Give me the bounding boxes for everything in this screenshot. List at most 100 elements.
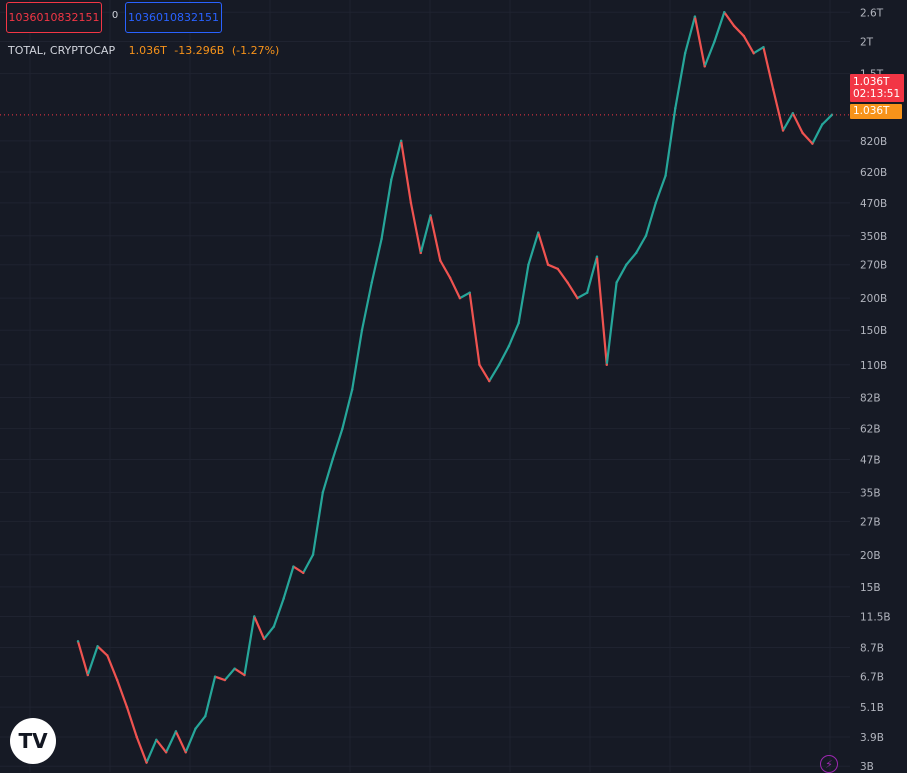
price-segment xyxy=(76,640,89,677)
price-point xyxy=(507,344,511,348)
price-segment xyxy=(419,214,432,255)
price-point xyxy=(723,11,726,14)
price-segment xyxy=(586,255,599,294)
price-segment xyxy=(478,363,491,383)
price-point xyxy=(409,201,413,205)
price-point xyxy=(380,237,383,241)
price-series xyxy=(76,11,834,764)
price-segment xyxy=(488,363,501,383)
price-segment xyxy=(497,345,510,366)
tag-price: 1.036T xyxy=(853,76,890,88)
price-point xyxy=(155,738,158,742)
price-segment xyxy=(468,291,481,366)
price-segment xyxy=(380,178,393,241)
price-point xyxy=(253,615,256,618)
sell-button[interactable]: 1036010832151 xyxy=(6,2,102,33)
price-segment xyxy=(390,139,403,181)
spread-value: 0 xyxy=(111,10,119,21)
price-tick-label: 62B xyxy=(860,424,881,436)
lightning-icon[interactable]: ⚡ xyxy=(820,755,838,773)
change-value: -13.296B xyxy=(174,44,225,57)
price-segment xyxy=(527,231,540,266)
price-tick-label: 3.9B xyxy=(860,732,884,744)
price-segment xyxy=(625,251,638,266)
price-tick-label: 27B xyxy=(860,516,881,528)
price-segment xyxy=(752,46,765,55)
price-segment xyxy=(106,654,119,682)
price-point xyxy=(811,142,814,145)
price-segment xyxy=(732,24,745,38)
price-point xyxy=(478,363,481,366)
price-tick-label: 270B xyxy=(860,260,887,272)
price-segment xyxy=(742,34,755,55)
price-tick-label: 110B xyxy=(860,360,887,372)
price-tick-label: 11.5B xyxy=(860,611,891,623)
price-point xyxy=(174,730,178,733)
price-segment xyxy=(449,276,461,300)
price-tick-label: 35B xyxy=(860,487,881,499)
price-segment xyxy=(184,727,197,754)
price-segment xyxy=(321,458,334,494)
price-segment xyxy=(556,267,569,284)
buy-button[interactable]: 1036010832151 xyxy=(125,2,222,33)
price-point xyxy=(321,491,325,494)
change-percent: (-1.27%) xyxy=(231,44,280,57)
price-segment xyxy=(713,11,726,43)
price-segment xyxy=(507,321,520,348)
price-point xyxy=(615,281,618,284)
price-segment xyxy=(654,174,667,205)
price-point xyxy=(781,129,785,132)
price-tick-label: 20B xyxy=(860,550,881,562)
price-point xyxy=(664,174,667,177)
price-axis[interactable]: 2.6T2T1.5T820B620B470B350B270B200B150B11… xyxy=(860,7,891,772)
price-point xyxy=(213,675,217,678)
price-segment xyxy=(125,705,138,739)
price-point xyxy=(527,263,530,266)
price-segment xyxy=(429,214,442,262)
price-tick-label: 350B xyxy=(860,231,887,243)
price-tick-label: 8.7B xyxy=(860,643,884,655)
price-segment xyxy=(605,281,618,366)
price-point xyxy=(223,678,227,682)
price-segment xyxy=(341,388,354,430)
grid-lines xyxy=(0,0,850,772)
price-point xyxy=(76,640,80,643)
price-segment xyxy=(693,15,706,68)
price-tick-label: 470B xyxy=(860,198,887,210)
price-point xyxy=(282,597,285,600)
price-tick-label: 82B xyxy=(860,393,881,405)
price-segment xyxy=(116,678,129,709)
price-point xyxy=(625,263,628,266)
price-segment xyxy=(272,597,285,628)
price-point xyxy=(419,251,422,255)
price-segment xyxy=(723,11,736,28)
price-point xyxy=(370,281,373,284)
tradingview-logo[interactable]: TV xyxy=(10,718,56,764)
price-segment xyxy=(409,201,422,255)
price-point xyxy=(683,52,687,55)
price-point xyxy=(546,263,550,266)
price-tick-label: 200B xyxy=(860,293,887,305)
price-point xyxy=(115,678,119,682)
price-point xyxy=(605,363,608,366)
price-segment xyxy=(292,565,305,574)
price-point xyxy=(674,106,677,110)
price-point xyxy=(772,88,775,91)
price-point xyxy=(184,751,187,754)
price-segment xyxy=(155,738,168,754)
price-segment xyxy=(635,234,648,255)
price-countdown-tag: 1.036T 02:13:51 xyxy=(850,74,904,102)
price-point xyxy=(145,761,148,764)
price-segment xyxy=(223,667,236,682)
last-price-tag: 1.036T xyxy=(850,104,902,119)
price-point xyxy=(86,673,89,677)
price-point xyxy=(106,654,109,657)
price-point xyxy=(341,427,344,430)
symbol-name[interactable]: TOTAL, CRYPTOCAP xyxy=(8,44,116,57)
price-tick-label: 3B xyxy=(860,761,874,772)
price-segment xyxy=(194,715,207,730)
price-segment xyxy=(439,259,452,279)
price-point xyxy=(233,667,236,670)
price-segment xyxy=(96,645,109,657)
